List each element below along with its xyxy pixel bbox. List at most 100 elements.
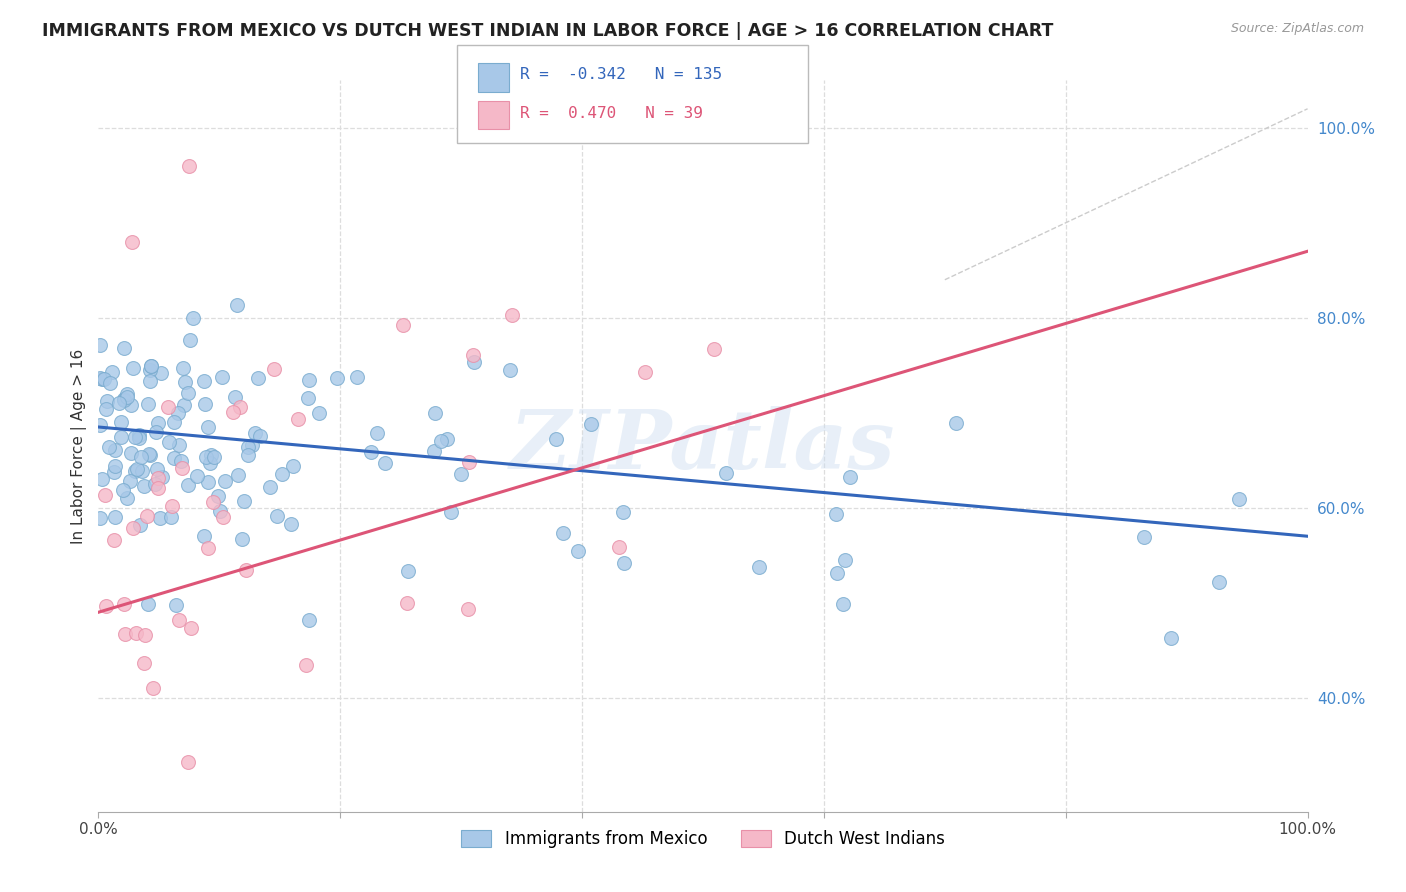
Point xyxy=(748,559,770,574)
Point xyxy=(125,462,148,476)
Point xyxy=(89,417,111,432)
Point xyxy=(100,376,122,391)
Point xyxy=(170,460,193,475)
Point xyxy=(222,405,245,419)
Point xyxy=(295,657,318,672)
Point xyxy=(1227,492,1250,507)
Point xyxy=(163,451,186,466)
Point xyxy=(96,394,118,409)
Point xyxy=(90,472,112,486)
Point xyxy=(195,450,218,464)
Point xyxy=(501,308,523,322)
Point xyxy=(366,425,388,440)
Point xyxy=(118,474,141,488)
Point xyxy=(197,420,219,434)
Point xyxy=(103,465,125,479)
Point xyxy=(212,510,235,524)
Point xyxy=(450,467,472,481)
Point xyxy=(373,456,395,470)
Point xyxy=(270,467,292,482)
Point xyxy=(139,448,162,462)
Point xyxy=(149,511,172,525)
Point xyxy=(436,432,458,446)
Point xyxy=(1160,631,1182,645)
Point xyxy=(124,464,146,478)
Point xyxy=(827,566,849,580)
Point xyxy=(179,333,201,347)
Point xyxy=(145,462,167,476)
Point xyxy=(945,417,967,431)
Text: Source: ZipAtlas.com: Source: ZipAtlas.com xyxy=(1230,22,1364,36)
Point xyxy=(396,596,419,610)
Point xyxy=(209,504,232,518)
Point xyxy=(463,355,485,369)
Point xyxy=(136,397,159,411)
Point xyxy=(613,556,636,570)
Point xyxy=(231,533,253,547)
Point xyxy=(824,508,846,522)
Point xyxy=(177,755,200,769)
Point xyxy=(551,526,574,541)
Point xyxy=(100,365,122,379)
Point xyxy=(96,599,118,614)
Point xyxy=(266,508,288,523)
Point xyxy=(139,359,162,373)
Point xyxy=(179,159,201,173)
Point xyxy=(115,491,138,506)
Point xyxy=(128,518,150,533)
Point xyxy=(167,613,190,627)
Point xyxy=(104,459,127,474)
Point xyxy=(150,470,173,484)
Point xyxy=(440,505,463,519)
Point xyxy=(716,466,738,480)
Point xyxy=(229,400,252,414)
Point xyxy=(326,371,349,385)
Point xyxy=(225,298,247,312)
Point xyxy=(91,372,114,386)
Text: IMMIGRANTS FROM MEXICO VS DUTCH WEST INDIAN IN LABOR FORCE | AGE > 16 CORRELATIO: IMMIGRANTS FROM MEXICO VS DUTCH WEST IND… xyxy=(42,22,1053,40)
Point xyxy=(117,387,139,401)
Point xyxy=(129,450,152,465)
Point xyxy=(193,374,215,388)
Point xyxy=(194,397,217,411)
Point xyxy=(280,516,302,531)
Point xyxy=(423,444,446,458)
Point xyxy=(121,235,143,249)
Point xyxy=(162,500,184,514)
Point xyxy=(94,488,117,502)
Point xyxy=(120,446,142,460)
Point xyxy=(360,445,382,459)
Point xyxy=(138,447,160,461)
Point xyxy=(110,430,132,444)
Point xyxy=(93,372,115,386)
Point xyxy=(211,369,233,384)
Point xyxy=(120,398,142,412)
Point xyxy=(89,337,111,351)
Point xyxy=(136,509,159,524)
Point xyxy=(142,681,165,695)
Point xyxy=(430,434,453,449)
Point xyxy=(145,476,167,491)
Point xyxy=(831,597,853,611)
Point xyxy=(170,454,193,468)
Point xyxy=(581,417,603,432)
Point xyxy=(214,474,236,488)
Legend: Immigrants from Mexico, Dutch West Indians: Immigrants from Mexico, Dutch West India… xyxy=(454,823,952,855)
Point xyxy=(458,454,481,468)
Point xyxy=(193,529,215,543)
Point xyxy=(634,365,657,379)
Point xyxy=(839,469,862,483)
Point xyxy=(174,376,197,390)
Point xyxy=(186,468,208,483)
Point xyxy=(103,533,125,547)
Point xyxy=(112,483,135,498)
Point xyxy=(297,391,319,405)
Text: R =  0.470   N = 39: R = 0.470 N = 39 xyxy=(520,106,703,120)
Point xyxy=(97,440,120,454)
Point xyxy=(396,564,419,578)
Point xyxy=(166,406,188,420)
Point xyxy=(104,443,127,458)
Point xyxy=(200,448,222,462)
Point xyxy=(308,406,330,420)
Point xyxy=(128,432,150,446)
